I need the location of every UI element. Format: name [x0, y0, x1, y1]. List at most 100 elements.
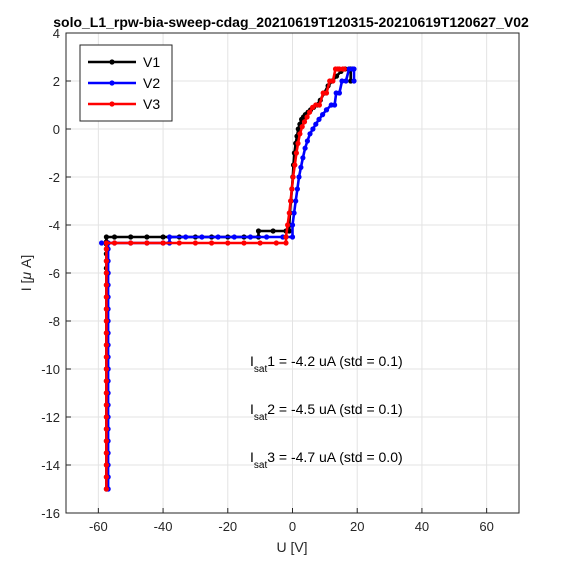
- legend-label: V3: [143, 96, 160, 112]
- data-point-v1: [128, 234, 134, 240]
- legend-swatch-marker: [109, 80, 115, 86]
- data-point-v3: [307, 109, 313, 115]
- data-point-v3: [225, 240, 231, 246]
- data-point-v3: [103, 378, 109, 384]
- data-point-v1: [270, 228, 276, 234]
- data-point-v3: [313, 102, 319, 108]
- data-point-v3: [301, 119, 308, 125]
- data-point-v3: [103, 474, 109, 480]
- y-axis-label-suffix: A]: [18, 255, 34, 272]
- data-point-v3: [103, 366, 109, 372]
- series-v3: [103, 66, 347, 492]
- data-point-v2: [99, 240, 105, 246]
- x-tick-labels: -60 -40 -20 0 20 40 60: [89, 508, 494, 534]
- data-point-v3: [323, 90, 330, 96]
- y-tick-label: 4: [53, 26, 60, 41]
- annotation-main: I: [250, 353, 254, 369]
- annotation-subscript: sat: [254, 460, 268, 471]
- data-point-v2: [183, 234, 189, 240]
- data-point-v2: [247, 234, 253, 240]
- data-point-v2: [293, 198, 299, 204]
- data-point-v3: [299, 124, 305, 130]
- annotation-subscript: sat: [254, 364, 268, 375]
- data-point-v2: [332, 102, 338, 108]
- data-point-v1: [255, 228, 262, 234]
- y-axis-label-prefix: I [: [18, 279, 34, 291]
- data-point-v3: [209, 240, 215, 246]
- data-point-v3: [103, 306, 109, 312]
- data-point-v3: [289, 186, 295, 192]
- legend-item-v1: V1: [88, 54, 160, 70]
- annotation-subscript: sat: [254, 412, 268, 423]
- data-point-v3: [103, 450, 109, 456]
- data-point-v2: [307, 131, 313, 137]
- data-point-v3: [103, 426, 109, 432]
- data-point-v2: [310, 126, 316, 132]
- data-point-v2: [320, 112, 326, 118]
- x-tick-label: -20: [218, 519, 237, 534]
- y-axis-label: I [μ A]: [18, 255, 34, 291]
- data-point-v3: [285, 222, 291, 228]
- data-point-v2: [316, 116, 322, 122]
- data-point-v3: [290, 174, 296, 180]
- data-point-v3: [103, 462, 109, 468]
- data-point-v3: [295, 140, 301, 146]
- data-point-v2: [166, 234, 173, 240]
- annotation-main: I: [250, 401, 254, 417]
- annotation-main: I: [250, 449, 254, 465]
- data-point-v2: [302, 145, 308, 151]
- data-point-v2: [351, 66, 357, 72]
- data-point-v2: [199, 234, 205, 240]
- data-point-v2: [298, 164, 304, 170]
- y-tick-labels: -16 -14 -12 -10 -8 -6 -4 -2 0 2 4: [41, 26, 71, 521]
- data-point-v2: [289, 234, 296, 240]
- data-point-v3: [128, 240, 134, 246]
- data-point-v3: [283, 234, 289, 240]
- data-point-v3: [341, 66, 347, 72]
- y-tick-label: -12: [41, 410, 60, 425]
- x-axis-label: U [V]: [276, 539, 307, 555]
- y-tick-label: -16: [41, 506, 60, 521]
- data-point-v3: [103, 390, 109, 396]
- data-point-v3: [160, 240, 166, 246]
- data-point-v3: [316, 102, 322, 108]
- data-point-v3: [103, 330, 109, 336]
- annotation-value: 1 = -4.2 uA (std = 0.1): [267, 353, 402, 369]
- data-point-v2: [313, 121, 319, 127]
- legend: V1 V2 V3: [79, 44, 173, 122]
- x-tick-label: -60: [89, 519, 108, 534]
- x-tick-label: -40: [154, 519, 173, 534]
- legend-label: V1: [143, 54, 160, 70]
- data-point-v3: [304, 114, 310, 120]
- data-point-v1: [111, 234, 118, 240]
- x-tick-label: 0: [289, 519, 296, 534]
- annotation-value: 2 = -4.5 uA (std = 0.1): [267, 401, 402, 417]
- legend-item-v2: V2: [88, 75, 160, 91]
- data-point-v3: [288, 198, 294, 204]
- data-point-v3: [103, 402, 109, 408]
- data-point-v3: [103, 354, 109, 360]
- data-point-v3: [297, 131, 303, 137]
- data-point-v3: [286, 210, 292, 216]
- data-point-v2: [215, 234, 221, 240]
- data-point-v2: [231, 234, 237, 240]
- y-tick-label: -6: [48, 266, 60, 281]
- data-point-v3: [103, 486, 109, 492]
- y-axis-label-mu: μ: [18, 272, 34, 281]
- annotation-value: 3 = -4.7 uA (std = 0.0): [267, 449, 402, 465]
- data-point-v2: [343, 78, 349, 84]
- data-point-v3: [103, 438, 109, 444]
- data-point-v2: [300, 155, 306, 161]
- y-tick-label: -2: [48, 170, 60, 185]
- data-point-v1: [160, 234, 166, 240]
- chart-title: solo_L1_rpw-bia-sweep-cdag_20210619T1203…: [53, 14, 529, 30]
- data-point-v3: [103, 318, 109, 324]
- data-point-v3: [273, 240, 279, 246]
- data-point-v3: [111, 240, 118, 246]
- data-point-v3: [103, 246, 109, 252]
- data-point-v3: [103, 240, 109, 246]
- y-tick-label: -10: [41, 362, 60, 377]
- data-point-v2: [351, 78, 357, 84]
- y-tick-label: -4: [48, 218, 60, 233]
